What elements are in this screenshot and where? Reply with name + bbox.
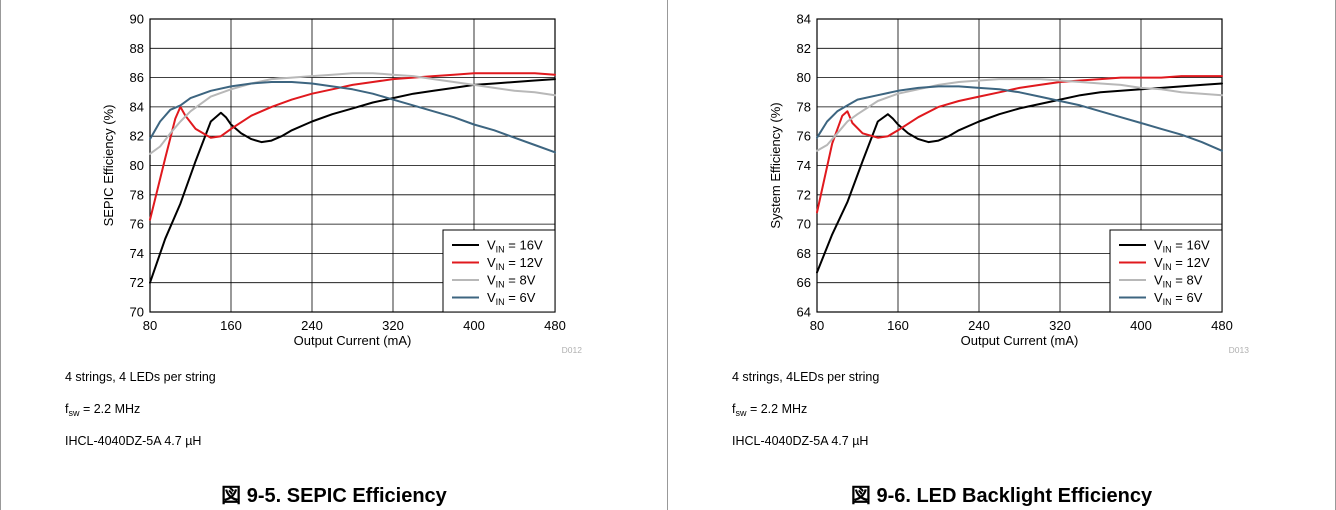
y-tick-label: 64 bbox=[797, 305, 811, 320]
y-axis-label: System Efficiency (%) bbox=[768, 102, 783, 228]
x-tick-label: 320 bbox=[1049, 318, 1071, 333]
y-tick-label: 86 bbox=[130, 70, 144, 85]
y-tick-label: 84 bbox=[130, 99, 144, 114]
chart-sepic-efficiency: 70 72 74 76 78 80 82 84 86 88 90 80 160 240 320 400 480 V… bbox=[101, 12, 583, 356]
y-tick-label: 78 bbox=[797, 99, 811, 114]
series-line bbox=[816, 78, 1223, 152]
note-inductor: IHCL-4040DZ-5A 4.7 µH bbox=[732, 434, 869, 448]
y-tick-label: 68 bbox=[797, 246, 811, 261]
series-line bbox=[149, 81, 556, 154]
y-tick-label: 82 bbox=[130, 129, 144, 144]
figure-panel-sepic: 70 72 74 76 78 80 82 84 86 88 90 80 160 240 320 400 480 V… bbox=[0, 0, 668, 510]
y-tick-label: 80 bbox=[797, 70, 811, 85]
y-tick-label: 78 bbox=[130, 187, 144, 202]
note-fsw: fsw = 2.2 MHz bbox=[732, 402, 808, 418]
y-tick-label: 70 bbox=[130, 305, 144, 320]
y-tick-label: 76 bbox=[797, 129, 811, 144]
x-tick-label: 80 bbox=[810, 318, 824, 333]
legend-label: VIN = 16V bbox=[1154, 238, 1210, 255]
series-line bbox=[816, 82, 1223, 274]
legend-label: VIN = 6V bbox=[1154, 290, 1203, 307]
note-strings: 4 strings, 4 LEDs per string bbox=[65, 370, 216, 384]
figure-id: D013 bbox=[1229, 345, 1250, 355]
note-strings: 4 strings, 4LEDs per string bbox=[732, 370, 880, 384]
y-tick-label: 88 bbox=[130, 41, 144, 56]
series-line bbox=[816, 75, 1223, 214]
legend-box bbox=[442, 229, 556, 313]
x-tick-label: 480 bbox=[1211, 318, 1233, 333]
x-tick-label: 80 bbox=[143, 318, 157, 333]
figure-panel-led-backlight: 64 66 68 70 72 74 76 78 80 82 84 80 160 240 320 400 480 V… bbox=[668, 0, 1336, 510]
series-line bbox=[149, 78, 556, 284]
figure-id: D012 bbox=[562, 345, 583, 355]
y-tick-label: 72 bbox=[130, 275, 144, 290]
y-tick-label: 70 bbox=[797, 217, 811, 232]
legend-label: VIN = 16V bbox=[487, 238, 543, 255]
figure-caption: 図 9-5. SEPIC Efficiency bbox=[221, 485, 447, 507]
x-tick-label: 480 bbox=[544, 318, 566, 333]
x-axis-label: Output Current (mA) bbox=[961, 333, 1079, 348]
x-tick-label: 400 bbox=[1130, 318, 1152, 333]
chart-system-efficiency: 64 66 68 70 72 74 76 78 80 82 84 80 160 240 320 400 480 V… bbox=[768, 12, 1250, 356]
y-tick-label: 66 bbox=[797, 275, 811, 290]
y-tick-label: 82 bbox=[797, 41, 811, 56]
legend-label: VIN = 6V bbox=[487, 290, 536, 307]
y-tick-label: 90 bbox=[130, 12, 144, 27]
figure-caption: 図 9-6. LED Backlight Efficiency bbox=[850, 485, 1153, 507]
x-tick-label: 320 bbox=[382, 318, 404, 333]
x-tick-label: 160 bbox=[887, 318, 909, 333]
y-tick-label: 74 bbox=[797, 158, 811, 173]
x-tick-label: 400 bbox=[463, 318, 485, 333]
note-fsw: fsw = 2.2 MHz bbox=[65, 402, 141, 418]
plot-frame bbox=[149, 18, 556, 313]
legend-label: VIN = 12V bbox=[487, 255, 543, 272]
y-tick-label: 76 bbox=[130, 217, 144, 232]
legend-label: VIN = 8V bbox=[1154, 273, 1203, 290]
y-axis-label: SEPIC Efficiency (%) bbox=[101, 105, 116, 227]
note-inductor: IHCL-4040DZ-5A 4.7 µH bbox=[65, 434, 202, 448]
y-tick-label: 72 bbox=[797, 187, 811, 202]
x-tick-label: 240 bbox=[968, 318, 990, 333]
x-tick-label: 160 bbox=[220, 318, 242, 333]
legend-label: VIN = 12V bbox=[1154, 255, 1210, 272]
y-tick-label: 80 bbox=[130, 158, 144, 173]
y-tick-label: 74 bbox=[130, 246, 144, 261]
series-line bbox=[149, 72, 556, 155]
x-tick-label: 240 bbox=[301, 318, 323, 333]
y-tick-label: 84 bbox=[797, 12, 811, 27]
x-axis-label: Output Current (mA) bbox=[294, 333, 412, 348]
series-line bbox=[816, 85, 1223, 152]
legend-label: VIN = 8V bbox=[487, 273, 536, 290]
plot-frame bbox=[816, 18, 1223, 313]
